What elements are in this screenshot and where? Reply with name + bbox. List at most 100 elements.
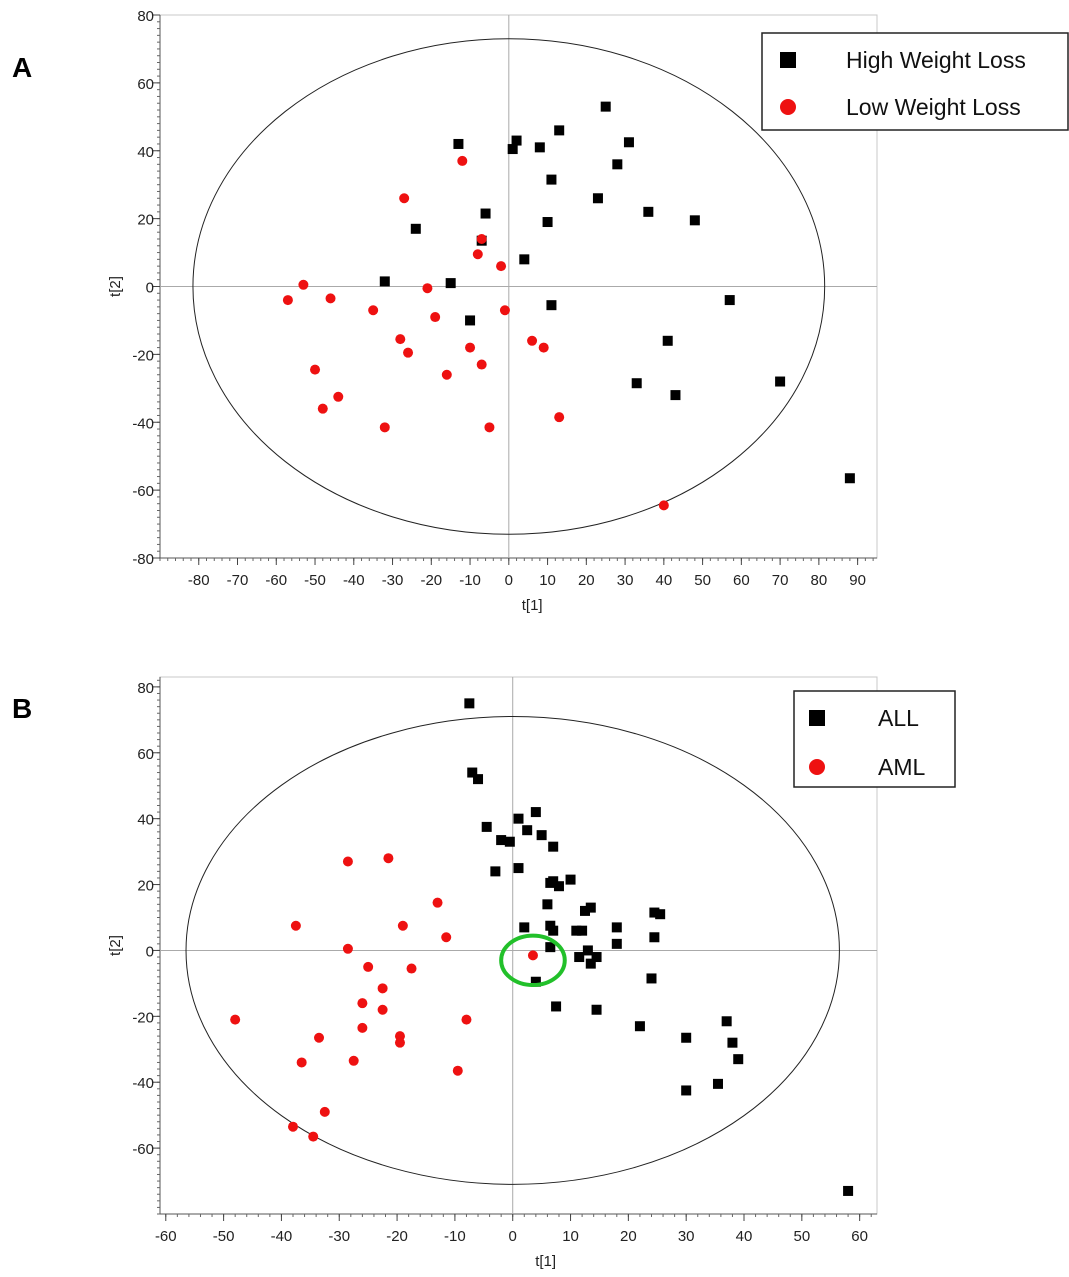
confidence-ellipse (192, 38, 826, 535)
data-point-square (582, 945, 593, 956)
data-point-square (591, 952, 602, 963)
data-point-square (546, 174, 557, 185)
data-point-circle (476, 359, 487, 370)
x-tick-label: 50 (793, 1228, 810, 1245)
data-point-circle (308, 1131, 319, 1142)
data-point-circle (422, 283, 433, 294)
x-axis-label: t[1] (535, 1253, 556, 1270)
data-point-circle (554, 412, 565, 423)
x-tick-label: 40 (736, 1228, 753, 1245)
x-tick-label: -40 (343, 572, 365, 589)
data-point-square (600, 101, 611, 112)
data-point-circle (282, 295, 293, 306)
data-point-square (585, 958, 596, 969)
y-tick-label: -80 (132, 551, 154, 568)
legend-label: Low Weight Loss (846, 94, 1021, 120)
panel-b-letter: B (12, 693, 33, 724)
data-point-square (577, 925, 588, 936)
legend-label: AML (878, 754, 926, 780)
data-point-square (554, 125, 565, 136)
data-point-circle (357, 998, 368, 1009)
data-point-square (473, 774, 484, 785)
confidence-ellipse (185, 716, 840, 1185)
legend: High Weight Loss Low Weight Loss (761, 32, 1069, 131)
data-point-square (721, 1016, 732, 1027)
data-point-circle (394, 1037, 405, 1048)
data-point-circle (342, 856, 353, 867)
data-point-square (643, 206, 654, 217)
x-tick-label: 20 (620, 1228, 637, 1245)
y-axis-label: t[2] (107, 935, 124, 956)
data-point-square (542, 899, 553, 910)
data-point-circle (348, 1055, 359, 1066)
y-tick-label: 60 (137, 746, 154, 763)
data-point-circle (461, 1014, 472, 1025)
data-point-square (522, 825, 533, 836)
y-tick-label: 0 (146, 943, 154, 960)
data-point-square (655, 909, 666, 920)
data-point-square (545, 942, 556, 953)
data-point-square (507, 144, 518, 155)
y-tick-label: 40 (137, 144, 154, 161)
data-point-square (511, 135, 522, 146)
data-point-circle (441, 932, 452, 943)
panel-a-letter: A (12, 52, 33, 83)
x-tick-label: 20 (578, 572, 595, 589)
data-point-circle (499, 305, 510, 316)
legend-marker-circle (809, 759, 825, 775)
data-point-circle (465, 342, 476, 353)
x-tick-label: 60 (851, 1228, 868, 1245)
data-point-square (681, 1085, 692, 1096)
data-point-circle (383, 853, 394, 864)
data-point-circle (399, 193, 410, 204)
x-tick-label: -50 (304, 572, 326, 589)
data-point-square (843, 1185, 854, 1196)
x-axis-label: t[1] (522, 597, 543, 614)
data-point-circle (298, 279, 309, 290)
data-point-circle (333, 391, 344, 402)
data-point-square (551, 1001, 562, 1012)
data-point-circle (472, 249, 483, 260)
x-tick-label: 10 (539, 572, 556, 589)
data-point-square (545, 877, 556, 888)
data-point-square (634, 1021, 645, 1032)
data-point-circle (368, 305, 379, 316)
data-point-circle (527, 950, 538, 961)
data-point-square (513, 863, 524, 874)
x-tick-label: 10 (562, 1228, 579, 1245)
data-point-circle (658, 500, 669, 511)
data-point-square (453, 138, 464, 149)
data-point-square (623, 137, 634, 148)
data-point-square (496, 835, 507, 846)
y-tick-label: -40 (132, 415, 154, 432)
data-point-square (490, 866, 501, 877)
data-point-square (519, 922, 530, 933)
data-point-circle (432, 897, 443, 908)
x-tick-label: -60 (265, 572, 287, 589)
data-point-square (844, 473, 855, 484)
data-point-square (467, 767, 478, 778)
data-point-square (724, 295, 735, 306)
x-tick-label: 80 (811, 572, 828, 589)
data-point-square (612, 159, 623, 170)
y-tick-label: 80 (137, 680, 154, 697)
x-tick-label: 30 (617, 572, 634, 589)
data-point-square (571, 925, 582, 936)
data-point-square (689, 215, 700, 226)
data-point-square (519, 254, 530, 265)
y-tick-label: -60 (132, 1141, 154, 1158)
chart-a: -80 -70 -60 -50 -40 -30 -20 -10 0 10 20 30 40 50 60 70 8… (107, 8, 1069, 614)
legend-marker-circle (780, 99, 796, 115)
data-point-circle (363, 961, 374, 972)
data-point-circle (538, 342, 549, 353)
series-high-weight-loss (379, 101, 855, 484)
data-point-square (504, 836, 515, 847)
data-point-square (379, 276, 390, 287)
data-point-square (548, 925, 559, 936)
x-tick-label: -10 (444, 1228, 466, 1245)
x-tick-label: 40 (655, 572, 672, 589)
data-point-circle (397, 920, 408, 931)
x-tick-label: -70 (227, 572, 249, 589)
data-point-circle (496, 261, 507, 272)
